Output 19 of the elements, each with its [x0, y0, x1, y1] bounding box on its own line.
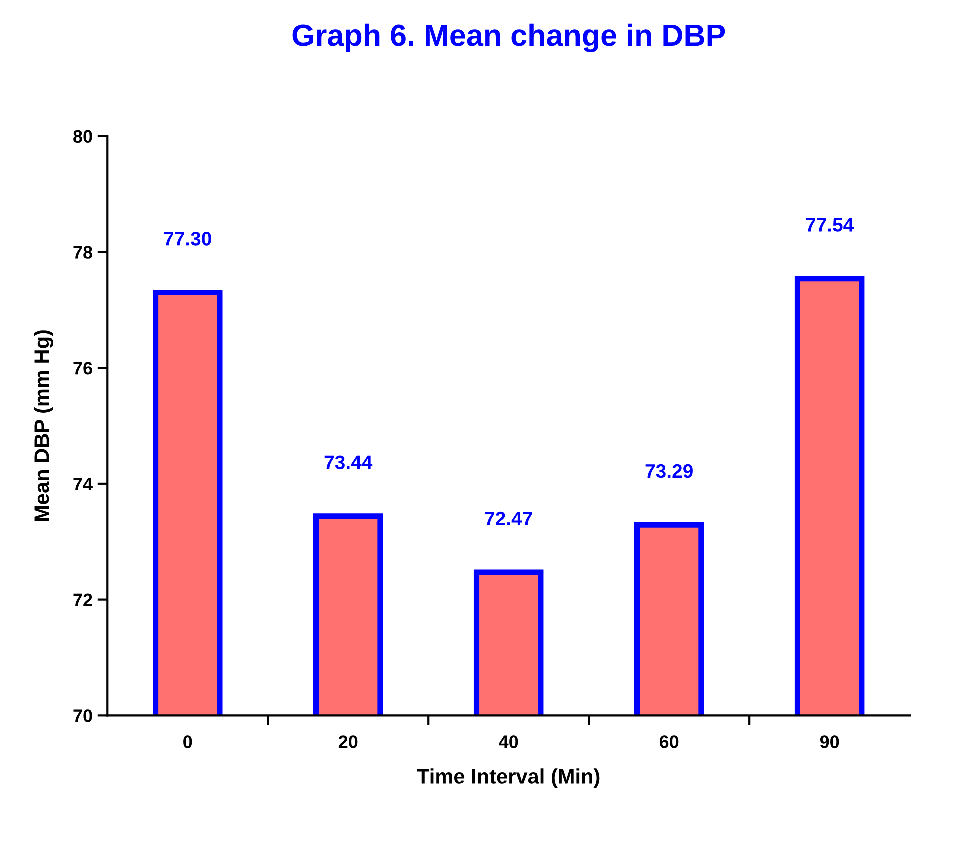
- x-axis-title: Time Interval (Min): [417, 768, 600, 788]
- y-tick-label: 72: [74, 594, 92, 606]
- x-tick-label: 20: [338, 736, 358, 748]
- y-axis-title: Mean DBP (mm Hg): [34, 330, 54, 522]
- y-tick-label: 76: [74, 362, 92, 375]
- data-label: 72.47: [485, 512, 532, 526]
- y-tick-label: 74: [74, 478, 93, 490]
- data-label: 77.30: [164, 232, 212, 246]
- data-label: 73.44: [324, 456, 373, 470]
- x-tick-label: 40: [499, 736, 518, 748]
- x-tick-label: 0: [184, 736, 192, 748]
- y-tick-label: 70: [74, 710, 92, 722]
- data-label: 77.54: [806, 218, 854, 232]
- y-tick-label: 80: [74, 130, 92, 144]
- x-tick-label: 90: [820, 736, 840, 748]
- y-tick-label: 78: [74, 246, 92, 259]
- data-label: 73.29: [646, 464, 693, 478]
- x-tick-label: 60: [660, 736, 679, 748]
- chart-title: Graph 6. Mean change in DBP: [292, 24, 726, 53]
